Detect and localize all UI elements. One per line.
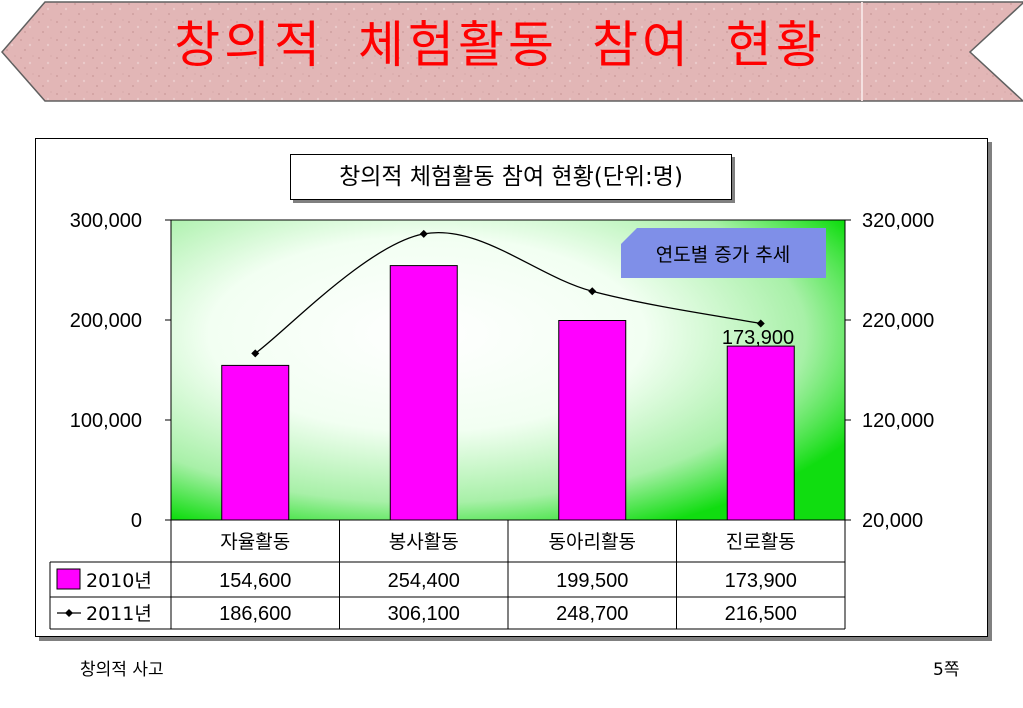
legend-label-2011: 2011년	[86, 603, 152, 625]
table-cell-0-2: 199,500	[556, 570, 628, 592]
legend-key-2010	[56, 568, 81, 590]
table-cell-1-2: 248,700	[556, 603, 628, 625]
line-point-0	[251, 349, 260, 358]
category-label-0: 자율활동	[220, 531, 290, 553]
legend-label-2010: 2010년	[86, 570, 152, 592]
axes	[165, 219, 851, 521]
y-tick-label-3: 0	[131, 510, 142, 532]
line-point-2	[588, 287, 597, 296]
data-table: 자율활동 봉사활동 동아리활동 진로활동 2010년 2011년 154,600 254,40…	[49, 520, 846, 630]
y2-tick-label-0: 320,000	[862, 210, 934, 232]
table-cell-1-1: 306,100	[388, 603, 460, 625]
annotation-callout	[621, 228, 826, 278]
line-markers	[251, 229, 765, 358]
bar-0	[221, 364, 290, 521]
table-cell-0-0: 154,600	[219, 570, 291, 592]
y2-tick-label-1: 220,000	[862, 310, 934, 332]
title-banner	[1, 1, 1023, 102]
category-label-3: 진로활동	[726, 531, 796, 553]
footer-text: 창의적 사고	[80, 660, 164, 680]
line-point-3	[756, 319, 765, 328]
table-cell-0-3: 173,900	[725, 570, 797, 592]
line-point-1	[419, 229, 428, 238]
bar-3	[726, 345, 795, 521]
legend-marker-2011	[65, 609, 73, 617]
y-tick-label-2: 100,000	[70, 410, 142, 432]
tick-labels: 300,000 320,000 200,000 220,000 100,000 120,0…	[70, 210, 935, 532]
category-label-1: 봉사활동	[389, 531, 459, 553]
page-number: 5쪽	[933, 660, 960, 680]
y2-tick-label-2: 120,000	[862, 410, 934, 432]
line-series-2011	[254, 231, 761, 354]
data-label-173900: 173,900	[722, 327, 794, 349]
table-cell-1-3: 216,500	[725, 603, 797, 625]
chart-title: 창의적 체험활동 참여 현황(단위:명)	[290, 154, 732, 200]
bar-1	[389, 265, 458, 521]
table-cell-1-0: 186,600	[219, 603, 291, 625]
slide-title: 창의적 체험활동 참여 현황	[174, 16, 826, 74]
bar-series	[221, 265, 795, 521]
banner-shape	[1, 1, 1023, 102]
bar-2	[558, 320, 627, 521]
y-tick-label-0: 300,000	[70, 210, 142, 232]
y-tick-label-1: 200,000	[70, 310, 142, 332]
y2-tick-label-3: 20,000	[862, 510, 923, 532]
category-label-2: 동아리활동	[549, 531, 636, 553]
table-cell-0-1: 254,400	[388, 570, 460, 592]
annotation-text: 연도별 증가 추세	[656, 244, 790, 266]
